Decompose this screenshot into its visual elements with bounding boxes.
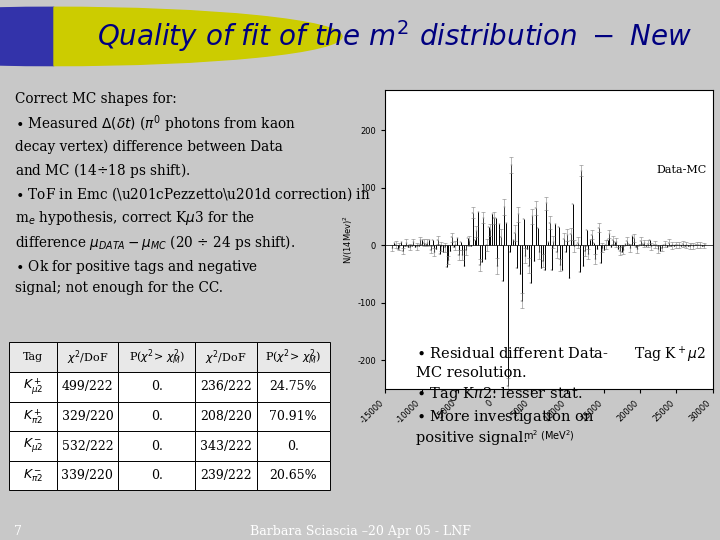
Text: 70.91%: 70.91% (269, 410, 317, 423)
Text: 343/222: 343/222 (200, 440, 252, 453)
Text: $\chi^2$/DoF: $\chi^2$/DoF (205, 348, 247, 367)
Text: 239/222: 239/222 (200, 469, 252, 482)
Text: Tag K$^+\mu$2: Tag K$^+\mu$2 (634, 345, 706, 365)
Bar (257, 402, 330, 431)
Text: P($\chi^2$> $\chi_M^2$): P($\chi^2$> $\chi_M^2$) (129, 347, 185, 367)
Bar (257, 372, 330, 402)
Text: 499/222: 499/222 (62, 380, 113, 393)
Bar (118, 402, 195, 431)
Wedge shape (0, 7, 54, 65)
Y-axis label: N/(14Mev)$^2$: N/(14Mev)$^2$ (341, 215, 355, 264)
Bar (257, 461, 330, 490)
Bar (195, 431, 257, 461)
Bar (195, 402, 257, 431)
Text: $K^-_{\mu 2}$: $K^-_{\mu 2}$ (23, 437, 43, 455)
Bar (118, 372, 195, 402)
Bar (9, 461, 57, 490)
Bar (57, 372, 118, 402)
Text: 0.: 0. (150, 380, 163, 393)
Bar (257, 431, 330, 461)
Bar (195, 461, 257, 490)
Bar (118, 342, 195, 372)
Bar (57, 431, 118, 461)
Text: 0.: 0. (150, 469, 163, 482)
Text: $K^-_{\pi 2}$: $K^-_{\pi 2}$ (23, 468, 43, 484)
Bar (195, 342, 257, 372)
Bar (118, 431, 195, 461)
Bar (57, 402, 118, 431)
Text: Barbara Sciascia –20 Apr 05 - LNF: Barbara Sciascia –20 Apr 05 - LNF (250, 525, 470, 538)
Text: 0.: 0. (150, 410, 163, 423)
Text: 339/220: 339/220 (61, 469, 113, 482)
Text: $\bullet$ Residual different Data-
MC resolution.
$\bullet$ Tag K$\pi$2: lesser : $\bullet$ Residual different Data- MC re… (416, 346, 609, 444)
Text: 532/222: 532/222 (62, 440, 113, 453)
Wedge shape (54, 7, 342, 65)
Text: 7: 7 (14, 525, 22, 538)
Text: 24.75%: 24.75% (269, 380, 317, 393)
Bar (57, 342, 118, 372)
Text: 236/222: 236/222 (200, 380, 252, 393)
X-axis label: m$^2$ (MeV$^2$): m$^2$ (MeV$^2$) (523, 428, 575, 443)
Bar (195, 372, 257, 402)
Text: $\chi^2$/DoF: $\chi^2$/DoF (67, 348, 108, 367)
Bar (118, 461, 195, 490)
Text: Tag: Tag (23, 352, 43, 362)
Text: Data-MC: Data-MC (656, 165, 706, 175)
Text: 0.: 0. (287, 440, 300, 453)
Text: $K^+_{\mu 2}$: $K^+_{\mu 2}$ (23, 376, 43, 397)
Bar (57, 461, 118, 490)
Bar (9, 402, 57, 431)
Text: $K^+_{\pi 2}$: $K^+_{\pi 2}$ (23, 407, 43, 426)
Text: P($\chi^2$> $\chi_M^2$): P($\chi^2$> $\chi_M^2$) (265, 347, 321, 367)
Text: Correct MC shapes for:
$\bullet$ Measured $\Delta(\delta t)$ ($\pi^0$ photons fr: Correct MC shapes for: $\bullet$ Measure… (15, 92, 370, 295)
Bar (9, 342, 57, 372)
Bar (9, 372, 57, 402)
Text: 329/220: 329/220 (61, 410, 113, 423)
Text: $\it{Quality\ of\ fit\ of\ the\ m}^{2}\ \it{distribution\ -\ New}$: $\it{Quality\ of\ fit\ of\ the\ m}^{2}\ … (97, 18, 692, 55)
Text: 208/220: 208/220 (200, 410, 252, 423)
Bar (257, 342, 330, 372)
Text: 0.: 0. (150, 440, 163, 453)
Bar (9, 431, 57, 461)
Text: 20.65%: 20.65% (269, 469, 317, 482)
